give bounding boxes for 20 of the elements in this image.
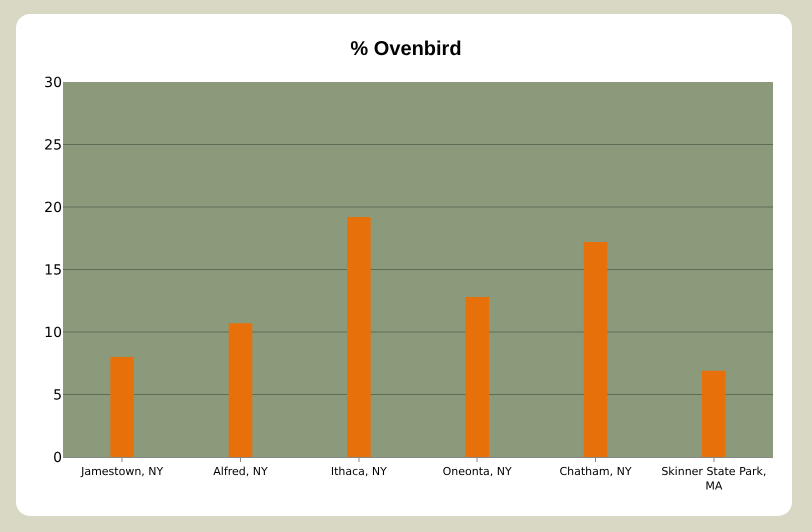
bar — [465, 297, 489, 457]
bar — [347, 217, 371, 457]
bar — [584, 242, 608, 457]
x-tick-label: Ithaca, NY — [330, 465, 388, 478]
y-tick-label: 10 — [44, 324, 62, 341]
x-tick-label: Oneonta, NY — [442, 465, 512, 478]
bar — [228, 323, 252, 457]
x-tick-label: Alfred, NY — [213, 465, 268, 478]
x-tick-label: Chatham, NY — [559, 465, 632, 478]
x-tick-label: Skinner State Park, MA — [661, 465, 766, 492]
y-tick-label: 25 — [44, 137, 62, 154]
chart-title: % Ovenbird — [350, 38, 462, 60]
bar — [702, 370, 726, 457]
y-tick-label: 20 — [44, 200, 62, 216]
y-tick-label: 5 — [53, 387, 62, 404]
x-tick-label: Jamestown, NY — [80, 465, 164, 478]
bar — [110, 357, 134, 457]
y-tick-label: 30 — [44, 74, 62, 91]
y-tick-label: 0 — [53, 450, 62, 466]
y-tick-label: 15 — [44, 262, 62, 278]
